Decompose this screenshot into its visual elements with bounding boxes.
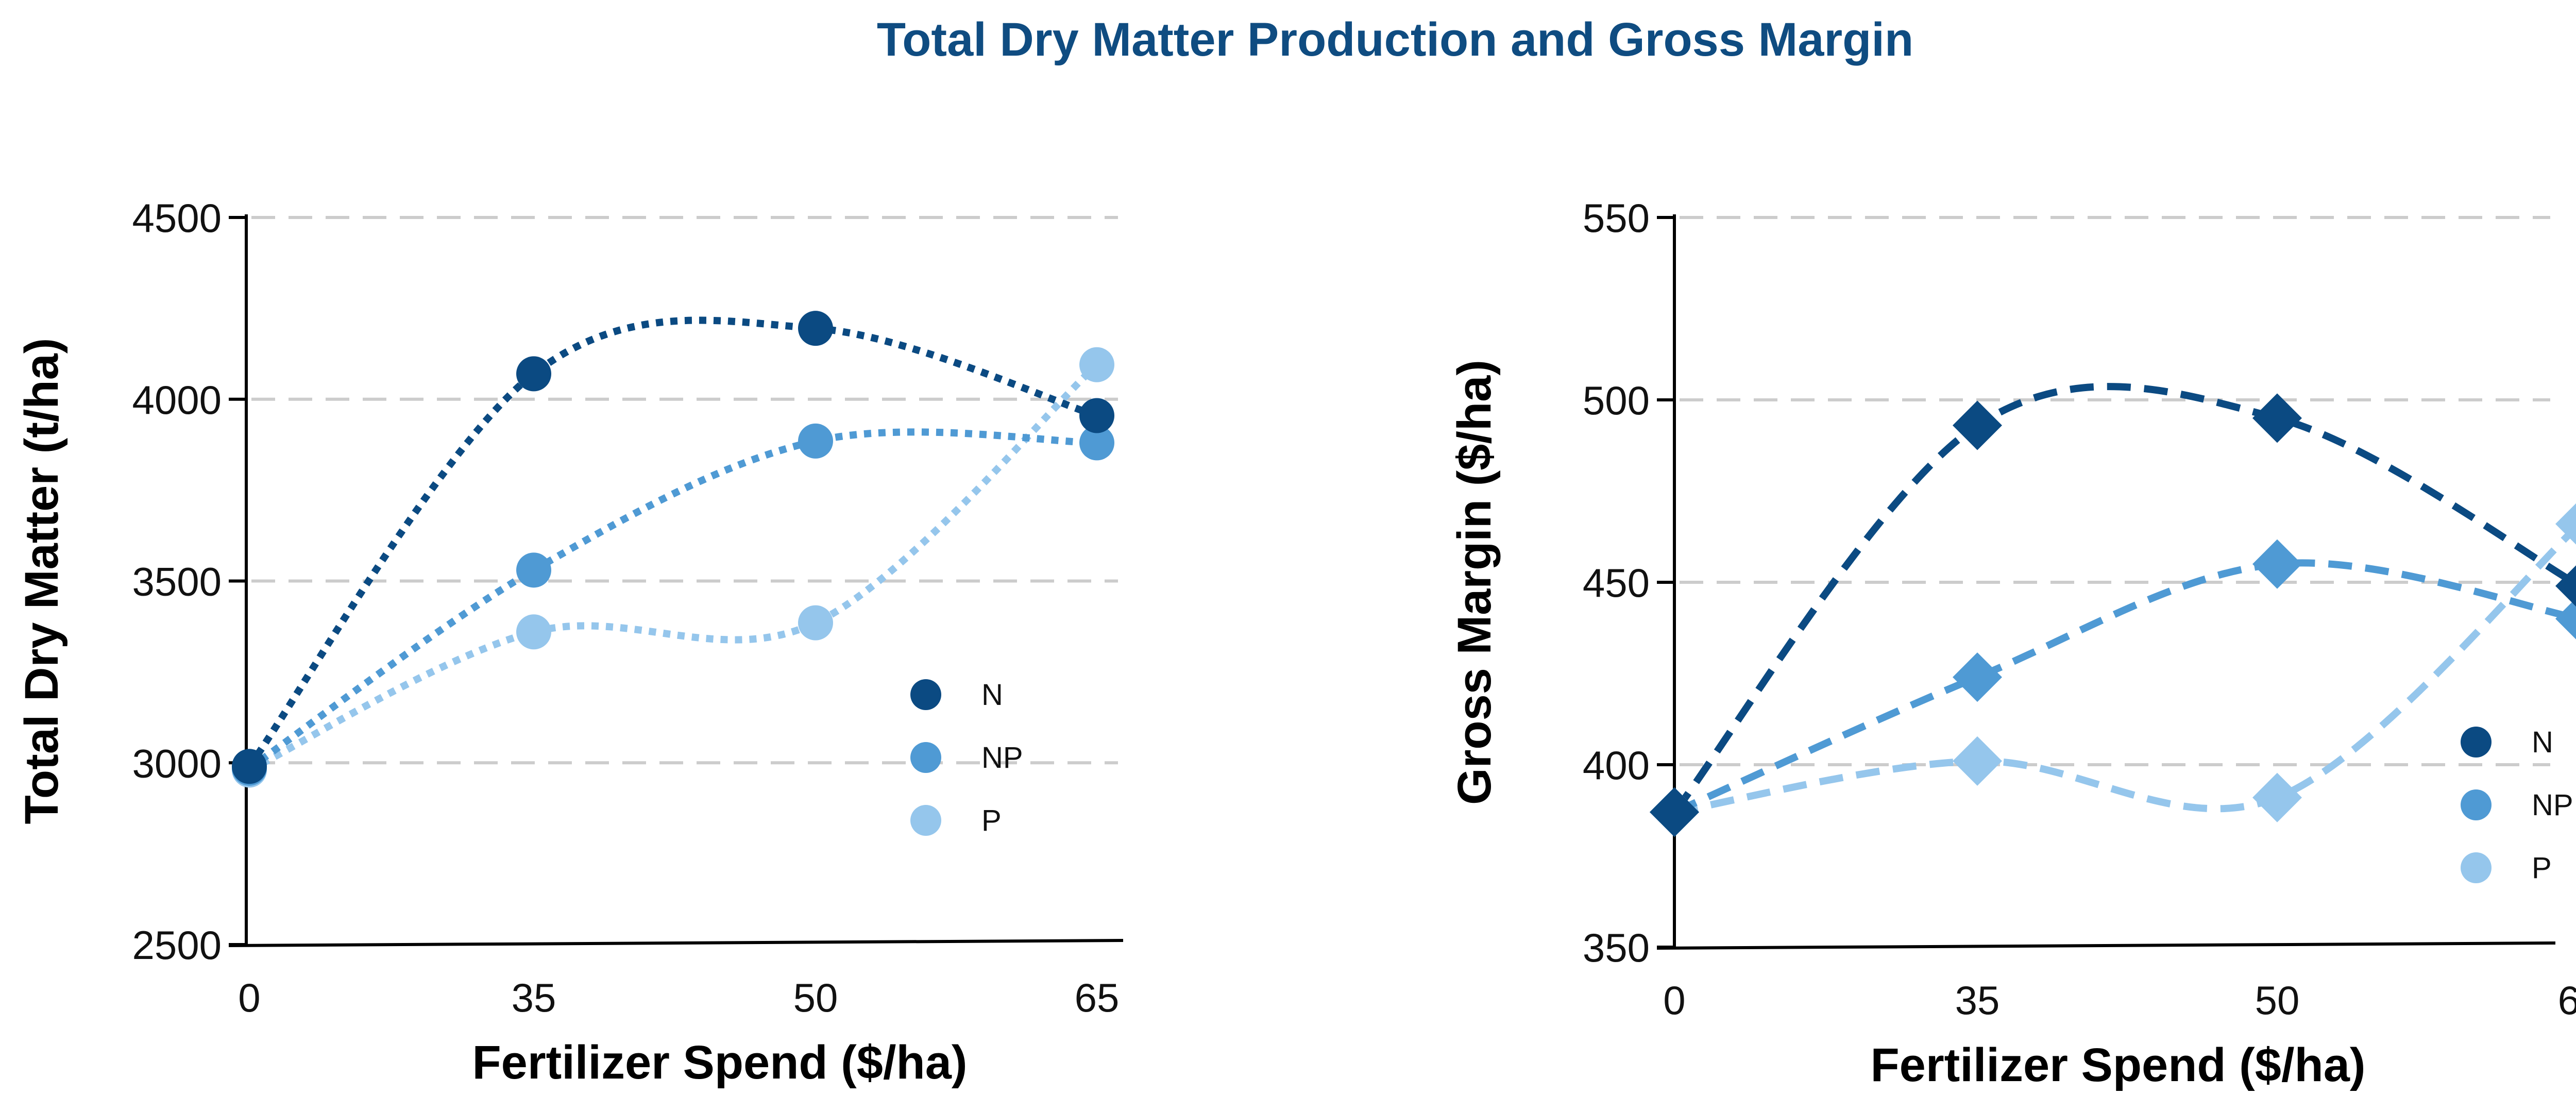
x-axis-line: [228, 939, 1124, 947]
chart-gross-margin: 350 400 450 500 550 0 35 50 65 Fertilizer Spend (…: [1448, 195, 2576, 1091]
y-tick-label: 450: [1583, 560, 1650, 605]
point-n: [232, 749, 267, 784]
y-tick-label: 2500: [132, 922, 222, 968]
point-np: [2252, 539, 2302, 589]
legend-label-n: N: [981, 678, 1003, 712]
point-np: [516, 552, 551, 588]
y-tick-label: 3000: [132, 740, 222, 786]
x-tick-label: 65: [1075, 975, 1120, 1020]
x-axis-title: Fertilizer Spend ($/ha): [472, 1036, 967, 1089]
legend-label-np: NP: [981, 741, 1023, 775]
point-n: [2252, 393, 2302, 443]
y-tick-label: 400: [1583, 743, 1650, 788]
legend-label-p: P: [981, 804, 1002, 837]
y-tick-label: 500: [1583, 378, 1650, 423]
point-p: [2555, 503, 2576, 545]
legend-marker-p: [2461, 852, 2492, 883]
series-line-p: [247, 362, 1099, 773]
point-np: [798, 423, 833, 459]
legend-marker-np: [910, 742, 941, 773]
x-tick-label: 65: [2558, 978, 2576, 1023]
point-np: [1953, 652, 2002, 702]
point-p: [1953, 736, 2002, 786]
series-line-np: [247, 428, 1097, 771]
y-tick-label: 3500: [132, 559, 222, 604]
legend-label-np: NP: [2532, 788, 2573, 822]
point-n: [798, 311, 833, 346]
y-tick-label: 550: [1583, 195, 1650, 241]
x-tick-label: 35: [1955, 978, 2000, 1023]
legend-marker-n: [2461, 727, 2492, 758]
legend-label-p: P: [2532, 851, 2552, 885]
y-axis-title: Gross Margin ($/ha): [1448, 360, 1501, 805]
y-axis-title: Total Dry Matter (t/ha): [15, 338, 68, 824]
series-line-np: [1673, 559, 2576, 816]
x-axis-line: [1656, 941, 2556, 950]
y-tick-label: 350: [1583, 925, 1650, 970]
series-line-n: [246, 316, 1098, 769]
chart-title: Total Dry Matter Production and Gross Ma…: [877, 13, 1913, 66]
point-n: [1953, 400, 2002, 450]
x-axis-title: Fertilizer Spend ($/ha): [1870, 1039, 2365, 1091]
series-line-p: [1673, 523, 2576, 816]
legend-marker-p: [910, 805, 941, 836]
legend-marker-np: [2461, 789, 2492, 820]
point-p: [2252, 772, 2302, 822]
x-tick-label: 0: [1663, 978, 1685, 1023]
point-n: [1650, 787, 1699, 837]
point-n: [516, 356, 551, 392]
x-tick-label: 50: [2255, 978, 2300, 1023]
y-tick-label: 4500: [132, 195, 222, 241]
point-np: [2555, 598, 2576, 639]
point-n: [2555, 565, 2576, 607]
legend-label-n: N: [2532, 726, 2553, 759]
chart-dry-matter: 2500 3000 3500 4000 4500 0 35 50 65 Fertilizer Sp…: [15, 195, 1124, 1089]
legend-marker-n: [910, 679, 941, 710]
point-p: [798, 605, 833, 641]
x-tick-label: 50: [793, 975, 838, 1020]
series-line-n: [1671, 383, 2576, 815]
point-p: [516, 614, 551, 650]
x-tick-label: 35: [512, 975, 556, 1020]
y-tick-label: 4000: [132, 377, 222, 423]
x-tick-label: 0: [238, 975, 260, 1020]
point-n: [1079, 398, 1114, 433]
point-np: [1079, 425, 1114, 461]
point-p: [1079, 347, 1114, 382]
